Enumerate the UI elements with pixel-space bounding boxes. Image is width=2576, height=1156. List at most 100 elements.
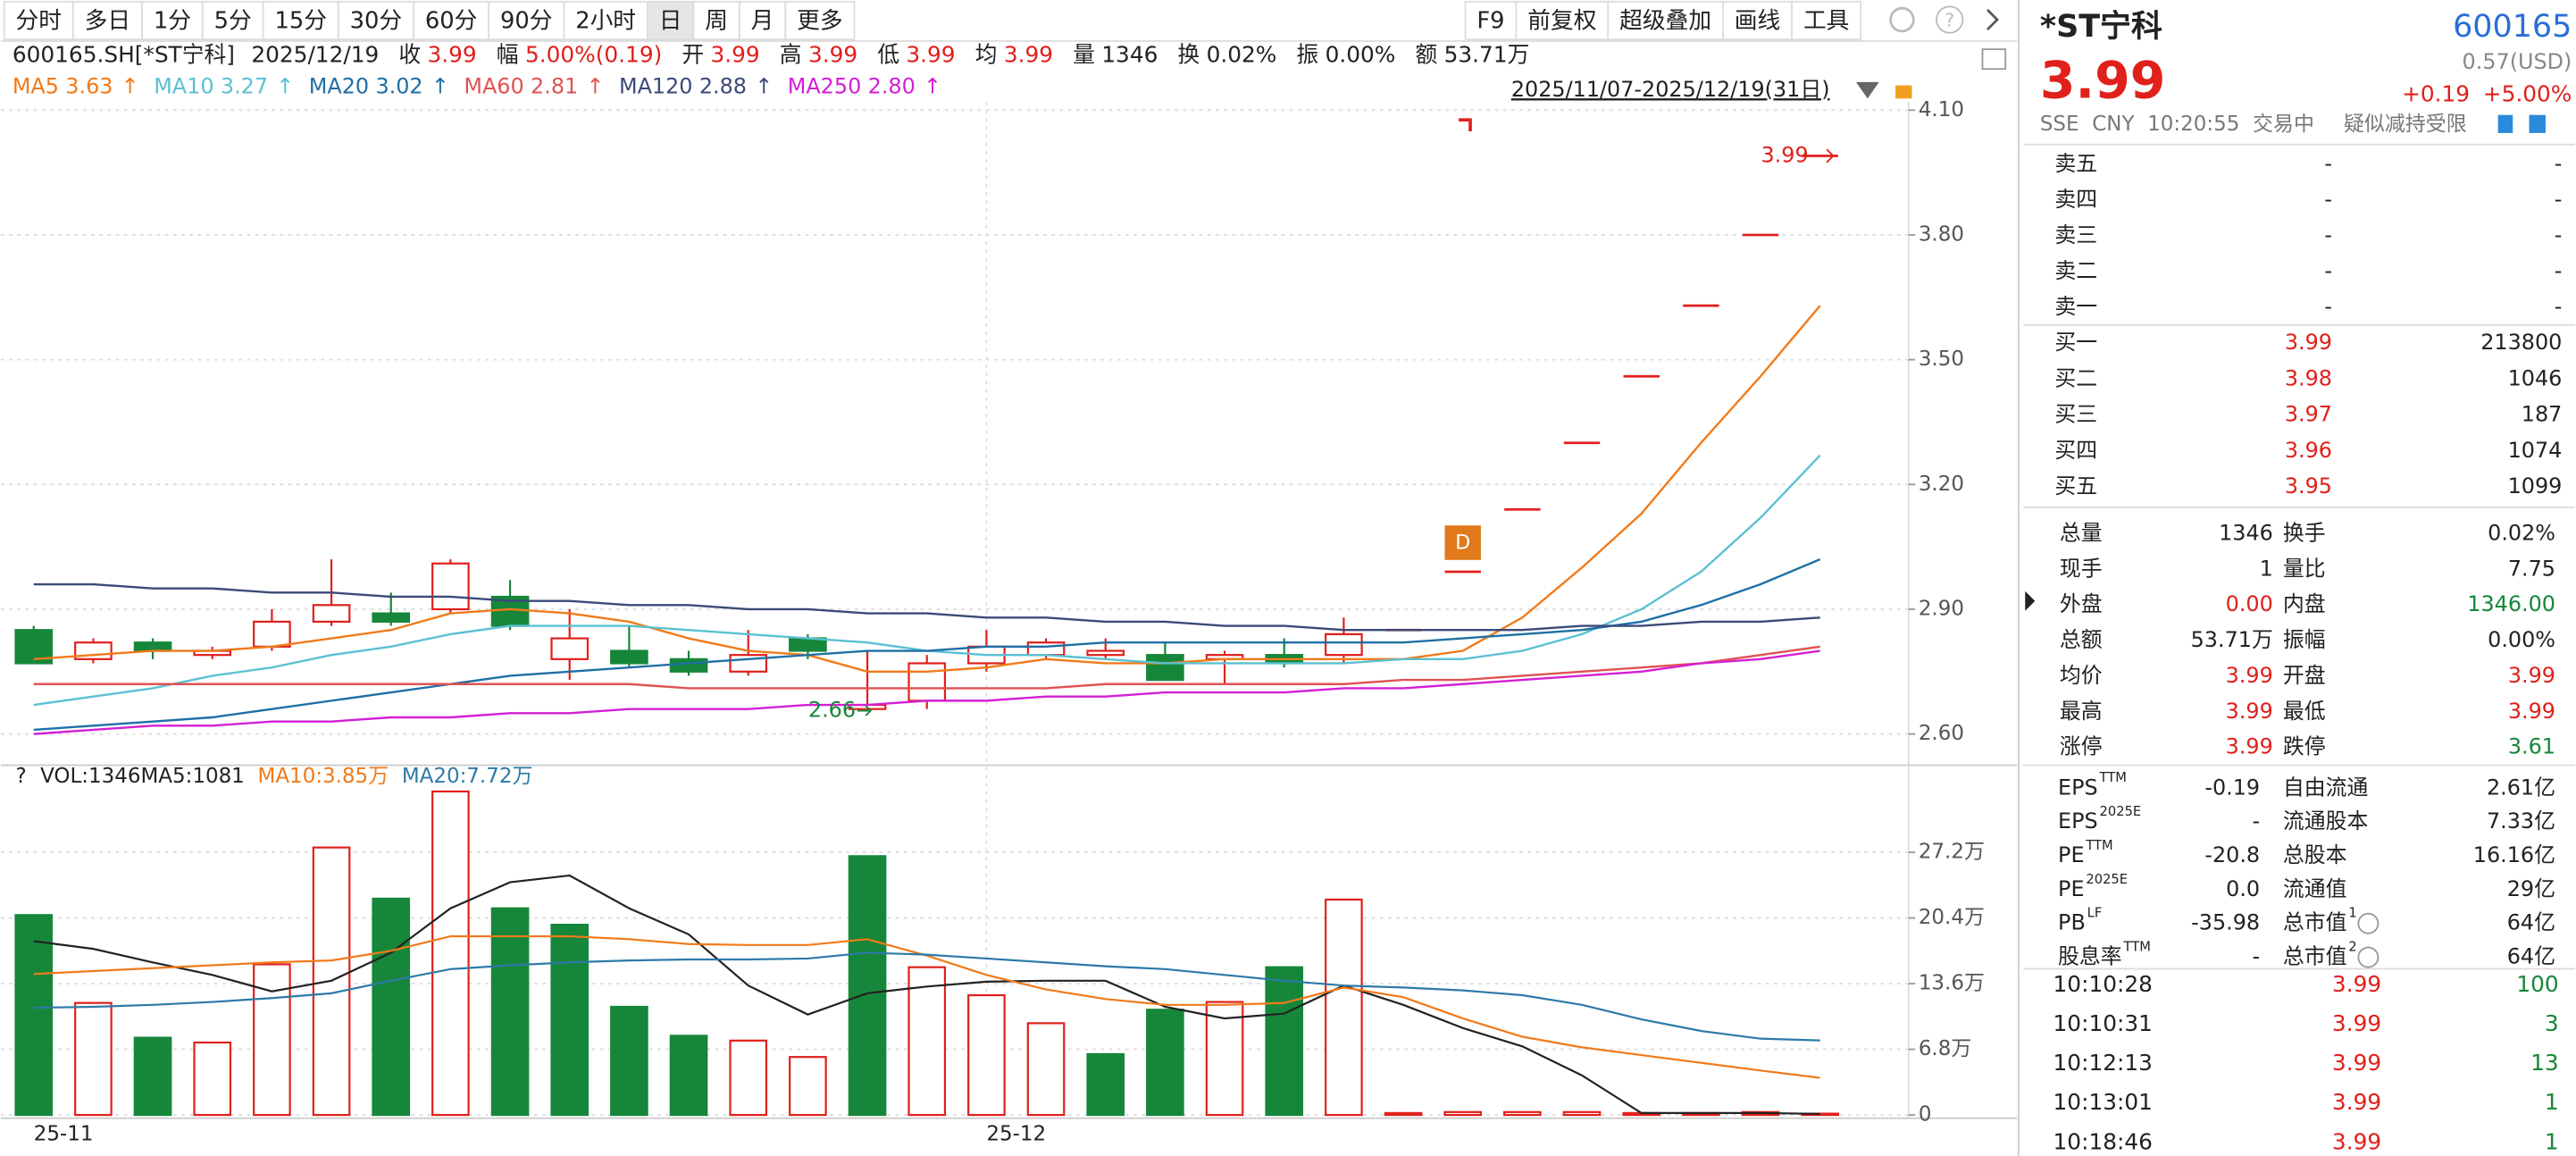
finance-sup: 1 xyxy=(2348,906,2356,921)
period-button[interactable]: 周 xyxy=(705,7,728,34)
legend-trend: ↑ xyxy=(276,73,294,98)
stat-value: 7.75 xyxy=(2508,556,2555,581)
alert-icon xyxy=(2529,114,2546,133)
help-icon[interactable] xyxy=(1936,5,1964,34)
tool-button[interactable]: F9 xyxy=(1476,7,1504,34)
period-button[interactable]: 2小时 xyxy=(575,7,636,34)
period-button[interactable]: 5分 xyxy=(214,7,252,34)
stat-label: 量比 xyxy=(2283,556,2326,581)
trade-time: 10:18:46 xyxy=(2053,1128,2153,1154)
candle-body xyxy=(1086,649,1125,657)
stat-label: 现手 xyxy=(2060,556,2103,581)
period-button[interactable]: 日 xyxy=(659,7,682,34)
label: 3.99 xyxy=(711,41,760,67)
marker-badge xyxy=(1444,525,1481,560)
marker-label: D xyxy=(1455,532,1470,554)
candle-body xyxy=(550,637,590,660)
volume-bar xyxy=(550,924,590,1117)
next-icon[interactable] xyxy=(1986,9,1999,31)
finance-value: - xyxy=(2253,944,2261,969)
y-tick-label: 13.6万 xyxy=(1919,972,1985,995)
trade-price: 3.99 xyxy=(2332,1089,2381,1115)
finance-value: 2.61亿 xyxy=(2487,775,2555,800)
label: 均 xyxy=(975,41,998,67)
period-button-frame xyxy=(71,0,143,41)
period-button[interactable]: 15分 xyxy=(274,7,326,34)
tool-button[interactable]: 画线 xyxy=(1735,7,1780,34)
y-tick-label: 2.60 xyxy=(1919,722,1964,745)
period-button[interactable]: 90分 xyxy=(500,7,552,34)
finance-value: - xyxy=(2253,808,2261,833)
period-button[interactable]: 30分 xyxy=(350,7,402,34)
legend-name: MA120 xyxy=(619,73,693,98)
period-button-frame xyxy=(784,0,856,41)
tool-button[interactable]: 前复权 xyxy=(1527,7,1596,34)
stat-value: 1346.00 xyxy=(2467,591,2555,616)
tool-button-frame xyxy=(1791,0,1862,41)
stat-label: 总额 xyxy=(2060,627,2103,652)
finance-sup: 2025E xyxy=(2100,804,2142,819)
stat-value: 1346 xyxy=(2219,520,2273,545)
book-label: 买一 xyxy=(2054,330,2097,355)
candle-body xyxy=(431,562,470,611)
label: 5.00%(0.19) xyxy=(525,41,662,67)
label: 收 xyxy=(398,41,421,67)
label: 量 xyxy=(1073,41,1095,67)
ma-line xyxy=(33,874,1820,1115)
candle-body xyxy=(1325,632,1363,657)
finance-sup: 2025E xyxy=(2086,872,2128,887)
label: 幅 xyxy=(497,41,519,67)
period-button[interactable]: 月 xyxy=(751,7,774,34)
stat-label: 均价 xyxy=(2060,663,2103,688)
period-button-frame xyxy=(337,0,414,41)
finance-value: -0.19 xyxy=(2204,775,2260,800)
volume-bar xyxy=(490,907,530,1117)
tool-button[interactable]: 超级叠加 xyxy=(1619,7,1711,34)
finance-label: EPS xyxy=(2058,775,2098,800)
trade-volume: 1 xyxy=(2545,1128,2559,1154)
annotation-arrow xyxy=(857,705,873,716)
label: 额 xyxy=(1415,41,1437,67)
window-icon[interactable] xyxy=(1981,48,2007,71)
legend-value: 3.27 xyxy=(221,73,268,98)
trade-volume: 3 xyxy=(2545,1010,2559,1036)
label: 600165.SH[*ST宁科] xyxy=(13,41,235,67)
stat-value: 3.99 xyxy=(2226,734,2273,759)
legend-value: 2.88 xyxy=(699,73,747,98)
finance-label: PE xyxy=(2058,876,2084,901)
volume-bar xyxy=(431,790,470,1117)
period-button[interactable]: 60分 xyxy=(425,7,477,34)
edit-icon xyxy=(2497,114,2513,133)
volume-bar xyxy=(133,1036,172,1117)
low-annotation: 2.66 xyxy=(808,698,856,723)
change: +0.19 xyxy=(2402,81,2470,107)
stat-value: 0.02% xyxy=(2488,520,2555,545)
y-tick-label: 27.2万 xyxy=(1919,841,1985,864)
stat-value: 1 xyxy=(2260,556,2273,581)
period-button[interactable]: 更多 xyxy=(797,7,842,34)
trade-time: 10:10:31 xyxy=(2053,1010,2153,1036)
trade-time: 10:13:01 xyxy=(2053,1089,2153,1115)
finance-label: 总市值 xyxy=(2283,944,2347,969)
period-button-frame xyxy=(201,0,264,41)
dropdown-icon[interactable] xyxy=(1855,81,1879,99)
collapse-arrow[interactable] xyxy=(2025,591,2036,611)
period-button[interactable]: 1分 xyxy=(154,7,191,34)
trade-volume: 13 xyxy=(2530,1050,2559,1076)
lock-icon[interactable] xyxy=(1895,85,1912,99)
y-tick-label: 3.20 xyxy=(1919,473,1964,496)
period-button[interactable]: 分时 xyxy=(15,7,61,34)
book-price: 3.96 xyxy=(2285,438,2332,463)
tool-button[interactable]: 工具 xyxy=(1803,7,1849,34)
period-button[interactable]: 多日 xyxy=(85,7,130,34)
label: 3.99 xyxy=(906,41,955,67)
period-button-frame xyxy=(413,0,490,41)
period-button-frame xyxy=(563,0,648,41)
book-label: 买二 xyxy=(2054,365,2097,390)
legend-name: MA10:3.85万 xyxy=(258,765,389,788)
legend-trend: ↑ xyxy=(755,73,773,98)
legend-name: MA20:7.72万 xyxy=(402,765,533,788)
stat-label: 外盘 xyxy=(2060,591,2103,616)
settings-icon[interactable] xyxy=(1889,6,1915,33)
